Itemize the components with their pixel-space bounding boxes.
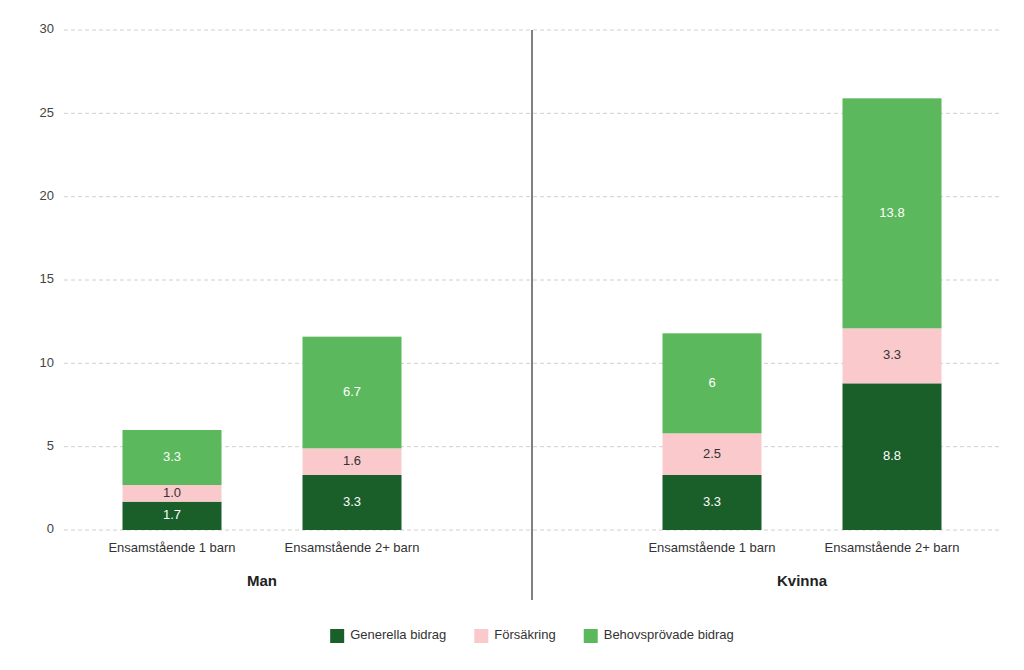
legend-swatch — [330, 629, 344, 643]
x-tick-label: Ensamstående 1 barn — [648, 540, 775, 555]
bar-segment — [123, 430, 222, 485]
bar-segment — [123, 502, 222, 530]
bar-segment — [303, 448, 402, 475]
y-tick-label: 0 — [47, 521, 54, 536]
page: {"chart_data": { "type": "bar", "stacked… — [0, 0, 1024, 670]
data-labels: 1.7 3.3 3.3 8.8 1.0 1.6 2.5 3.3 3.3 6.7 6 13.8 — [163, 205, 905, 523]
legend: Generella bidrag Försäkring Behovsprövade … — [330, 627, 734, 643]
x-tick-label: Ensamstående 1 barn — [108, 540, 235, 555]
bar-segment — [843, 328, 942, 383]
bar-segment — [303, 337, 402, 449]
x-tick-label: Ensamstående 2+ barn — [285, 540, 420, 555]
legend-label: Behovsprövade bidrag — [604, 627, 734, 642]
data-label: 6 — [708, 375, 715, 390]
legend-swatch — [474, 629, 488, 643]
chart-container: 0 5 10 15 20 25 30 1.7 3.3 3.3 8.8 1.0 1.6 2.5 3.3 3.3 6… — [0, 0, 1024, 670]
bar-segment — [663, 475, 762, 530]
data-label: 1.6 — [343, 453, 361, 468]
group-divider — [532, 30, 533, 600]
bar-segment — [303, 475, 402, 530]
y-tick-label: 25 — [40, 105, 54, 120]
bar-segment — [843, 98, 942, 328]
x-tick-label: Ensamstående 2+ barn — [825, 540, 960, 555]
data-label: 8.8 — [883, 448, 901, 463]
data-label: 3.3 — [883, 347, 901, 362]
bar-segment — [663, 333, 762, 433]
data-label: 13.8 — [879, 205, 904, 220]
chart: 0 5 10 15 20 25 30 1.7 3.3 3.3 8.8 1.0 1.6 2.5 3.3 3.3 6… — [0, 0, 1024, 670]
group-label: Kvinna — [777, 572, 828, 589]
legend-swatch — [584, 629, 598, 643]
data-label: 3.3 — [703, 494, 721, 509]
y-tick-label: 20 — [40, 188, 54, 203]
data-label: 1.0 — [163, 485, 181, 500]
y-tick-label: 30 — [40, 21, 54, 36]
group-label: Man — [247, 572, 277, 589]
data-label: 1.7 — [163, 507, 181, 522]
y-tick-label: 10 — [40, 355, 54, 370]
bar-segment — [843, 383, 942, 530]
data-label: 3.3 — [163, 449, 181, 464]
data-label: 6.7 — [343, 384, 361, 399]
data-label: 3.3 — [343, 494, 361, 509]
data-label: 2.5 — [703, 446, 721, 461]
y-tick-label: 15 — [40, 271, 54, 286]
bar-segment — [123, 485, 222, 502]
y-tick-label: 5 — [47, 438, 54, 453]
legend-label: Försäkring — [494, 627, 555, 642]
legend-label: Generella bidrag — [350, 627, 446, 642]
bar-segment — [663, 433, 762, 475]
